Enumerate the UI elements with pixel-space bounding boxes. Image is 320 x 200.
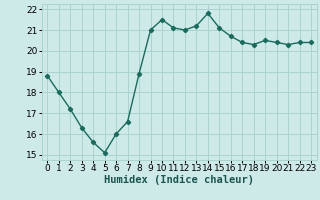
X-axis label: Humidex (Indice chaleur): Humidex (Indice chaleur) <box>104 175 254 185</box>
